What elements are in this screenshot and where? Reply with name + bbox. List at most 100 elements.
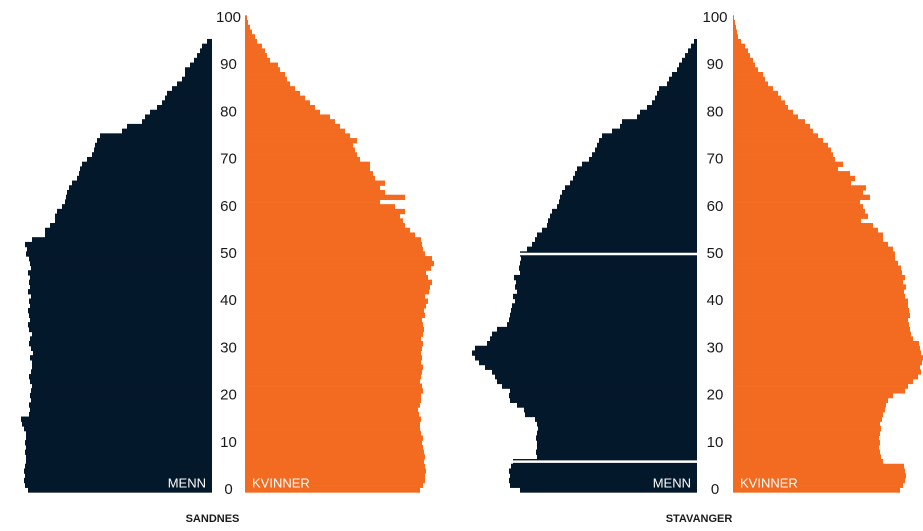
bar [560,194,697,201]
bar [245,123,340,130]
bar [157,105,212,111]
bar [26,435,212,441]
y-tick-label: 40 [707,292,724,309]
bar [245,425,420,432]
bar [245,223,405,229]
bar [24,477,212,484]
bar [245,307,424,314]
bar [245,392,421,399]
bar [733,90,778,97]
bar [733,15,734,21]
bar [24,468,212,474]
bar [245,227,410,234]
bar [733,444,879,451]
bar [245,199,380,205]
bar [172,86,212,92]
bar [733,336,913,342]
bar [475,345,697,352]
bar [733,34,738,40]
bar [72,180,212,186]
bar [245,444,423,451]
bar [245,265,431,271]
y-tick-label: 0 [224,481,232,498]
bar [245,383,422,389]
bar [29,298,212,304]
bar [733,341,919,347]
bar [536,449,697,455]
bar [31,388,212,394]
bar [29,279,212,285]
bar [57,208,212,215]
bar [245,86,295,92]
bar [245,350,421,356]
bar [733,100,785,106]
bar [190,62,212,68]
bar [733,256,895,262]
bar [26,251,212,257]
bar [573,175,697,182]
bar [733,142,828,149]
bar [30,274,212,281]
bar [185,67,212,73]
bar [733,440,880,446]
bar [688,48,697,54]
pyramid: 0 10 20 30 40 50 60 70 80 90 100 MENN KVINNER SANDNES [21,9,434,525]
bar [245,293,425,300]
bar [26,430,212,437]
bar [562,189,697,196]
bar [497,378,697,385]
bar [245,487,420,493]
bar [537,454,697,460]
bar [245,24,250,31]
bar [245,185,380,191]
bar [655,95,697,101]
bar [502,383,697,389]
bar [245,397,421,403]
bar [30,260,212,267]
bar [542,227,697,234]
bar [733,95,781,101]
bar [200,48,212,54]
bar [475,355,697,361]
bar [552,208,697,215]
bar [733,359,922,366]
bar [80,166,212,172]
y-tick-label: 90 [220,56,237,73]
bar [29,256,212,262]
bar [677,67,697,73]
bar [245,241,422,248]
bar [733,284,906,290]
bar [733,57,753,64]
bar [45,232,212,238]
bar [612,128,697,134]
bar [30,284,212,290]
bar [733,317,908,323]
bar [245,29,252,35]
bar [245,175,375,182]
bar [733,374,918,380]
bar [577,166,697,172]
bar [595,147,697,153]
bar [733,463,904,470]
y-tick-label: 100 [702,9,727,26]
bar [245,156,360,163]
bar [245,378,420,385]
bar [32,359,212,366]
bar [602,133,697,139]
bar [32,331,212,337]
bar [245,369,422,375]
bar [520,270,697,276]
bar [622,119,697,125]
bar [185,71,212,78]
bar [582,161,697,167]
bar [510,397,697,403]
bar [245,463,425,470]
bar [733,459,883,465]
bar [245,260,434,267]
bar [492,331,697,337]
bar [245,81,290,87]
bar [79,171,212,177]
bar [733,123,810,130]
bar [682,57,697,64]
bar [245,435,423,441]
